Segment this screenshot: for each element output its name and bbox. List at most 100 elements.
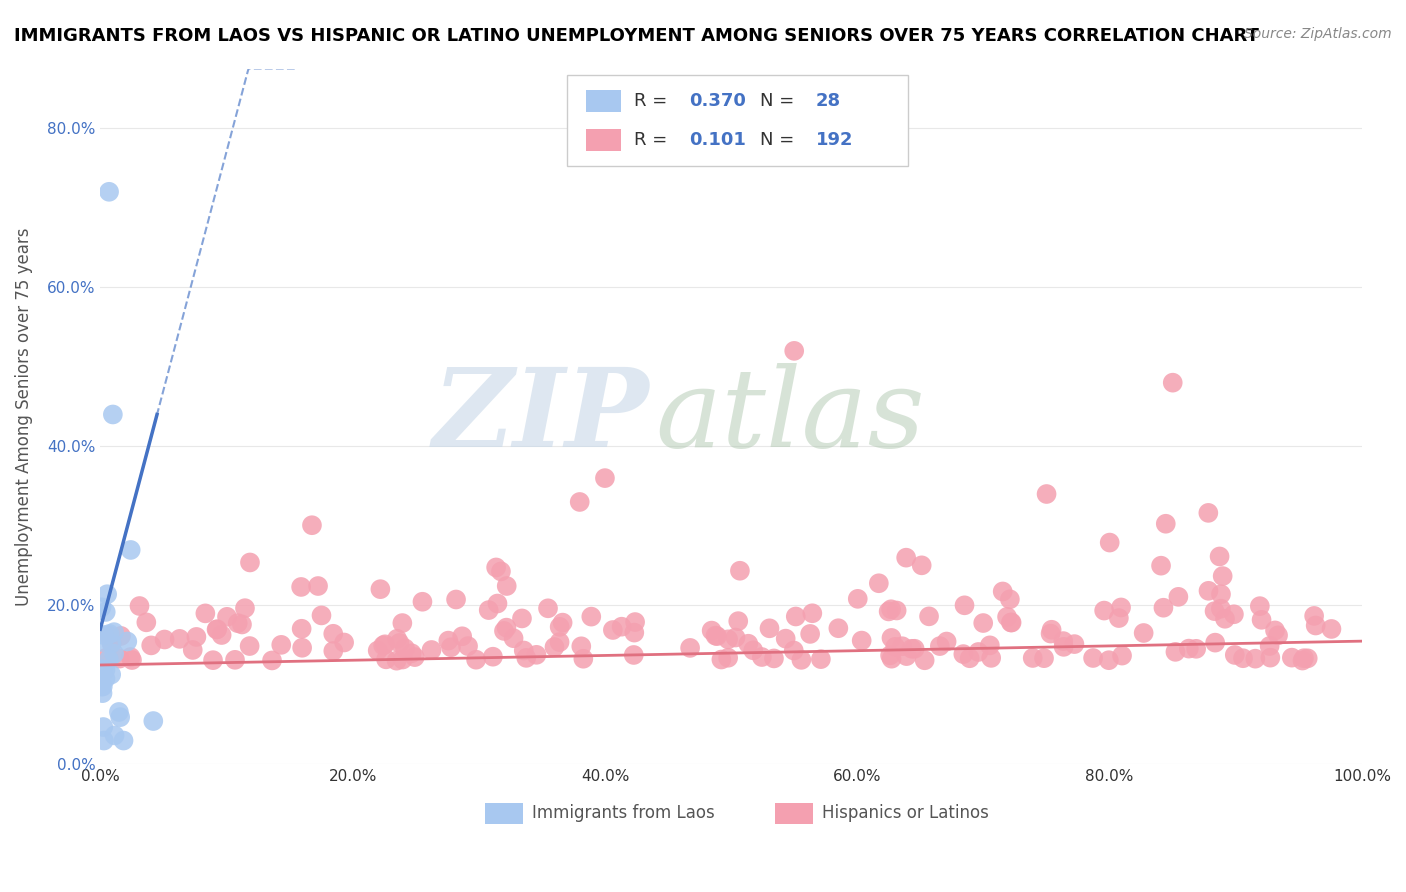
FancyBboxPatch shape (775, 804, 813, 824)
Text: N =: N = (761, 131, 800, 149)
Point (121, 653, 143, 667)
Text: ZIP: ZIP (433, 363, 650, 470)
Point (801, 607, 824, 621)
Point (827, 621, 849, 635)
Point (991, 584, 1014, 599)
Point (1111, 648, 1133, 663)
Point (790, 653, 813, 667)
Point (388, 636, 411, 650)
Point (1232, 651, 1254, 665)
Point (96, 587, 118, 601)
Point (169, 632, 191, 646)
Point (1198, 583, 1220, 598)
Point (1035, 487, 1057, 501)
Point (537, 601, 560, 615)
Point (998, 592, 1021, 607)
Point (141, 639, 163, 653)
Text: 0.101: 0.101 (689, 131, 747, 149)
Point (1081, 651, 1104, 665)
Point (370, 582, 392, 596)
Point (91, 720, 114, 734)
Point (1258, 639, 1281, 653)
Point (1281, 650, 1303, 665)
FancyBboxPatch shape (586, 129, 621, 152)
Point (880, 631, 903, 645)
Point (1244, 651, 1267, 665)
Point (94, 672, 117, 686)
Point (1305, 618, 1327, 632)
Point (886, 603, 908, 617)
Point (1022, 651, 1045, 665)
Point (1039, 626, 1062, 640)
Point (868, 576, 890, 591)
Text: 0.370: 0.370 (689, 92, 747, 111)
FancyBboxPatch shape (586, 90, 621, 112)
Point (181, 643, 204, 657)
Point (420, 643, 443, 657)
Text: IMMIGRANTS FROM LAOS VS HISPANIC OR LATINO UNEMPLOYMENT AMONG SENIORS OVER 75 YE: IMMIGRANTS FROM LAOS VS HISPANIC OR LATI… (14, 27, 1258, 45)
FancyBboxPatch shape (567, 76, 908, 166)
Point (877, 604, 900, 618)
Point (783, 643, 806, 657)
Text: 192: 192 (815, 131, 853, 149)
Point (291, 622, 314, 636)
Point (1092, 604, 1115, 618)
Point (485, 560, 508, 574)
Point (952, 647, 974, 661)
Point (894, 550, 917, 565)
Point (953, 599, 976, 613)
Point (918, 609, 941, 624)
Point (1292, 651, 1315, 665)
Point (91, 680, 114, 694)
Point (1053, 640, 1076, 654)
Point (700, 624, 723, 638)
Point (486, 597, 509, 611)
Point (1161, 376, 1184, 390)
Point (489, 565, 512, 579)
Point (737, 637, 759, 651)
Point (207, 622, 229, 636)
Point (374, 637, 396, 651)
Point (880, 602, 903, 616)
Point (239, 639, 262, 653)
Point (581, 609, 603, 624)
Point (100, 636, 122, 650)
Point (401, 646, 423, 660)
Point (785, 609, 807, 624)
Point (373, 639, 395, 653)
Point (128, 599, 150, 613)
Text: 28: 28 (815, 92, 841, 111)
Point (224, 653, 246, 667)
Point (1223, 607, 1246, 622)
Point (972, 615, 994, 630)
Text: Hispanics or Latinos: Hispanics or Latinos (823, 804, 988, 822)
Point (572, 651, 595, 665)
Point (239, 556, 262, 570)
Point (233, 601, 256, 615)
Point (879, 648, 901, 663)
Point (391, 616, 413, 631)
Point (1296, 651, 1319, 665)
Point (904, 641, 927, 656)
Point (846, 591, 869, 606)
Point (1033, 651, 1056, 665)
Text: R =: R = (634, 131, 673, 149)
Point (884, 640, 907, 654)
Point (117, 634, 139, 648)
Point (391, 652, 413, 666)
Point (375, 652, 398, 666)
FancyBboxPatch shape (485, 804, 523, 824)
Point (610, 620, 633, 634)
Y-axis label: Unemployment Among Seniors over 75 years: Unemployment Among Seniors over 75 years (15, 227, 32, 606)
Point (1178, 641, 1201, 656)
Point (301, 518, 323, 533)
Point (742, 643, 765, 657)
Point (891, 639, 914, 653)
Point (1098, 535, 1121, 549)
Point (307, 579, 329, 593)
Point (1291, 654, 1313, 668)
Point (444, 592, 467, 607)
Point (98, 627, 121, 641)
Point (623, 648, 645, 662)
Point (928, 639, 950, 653)
